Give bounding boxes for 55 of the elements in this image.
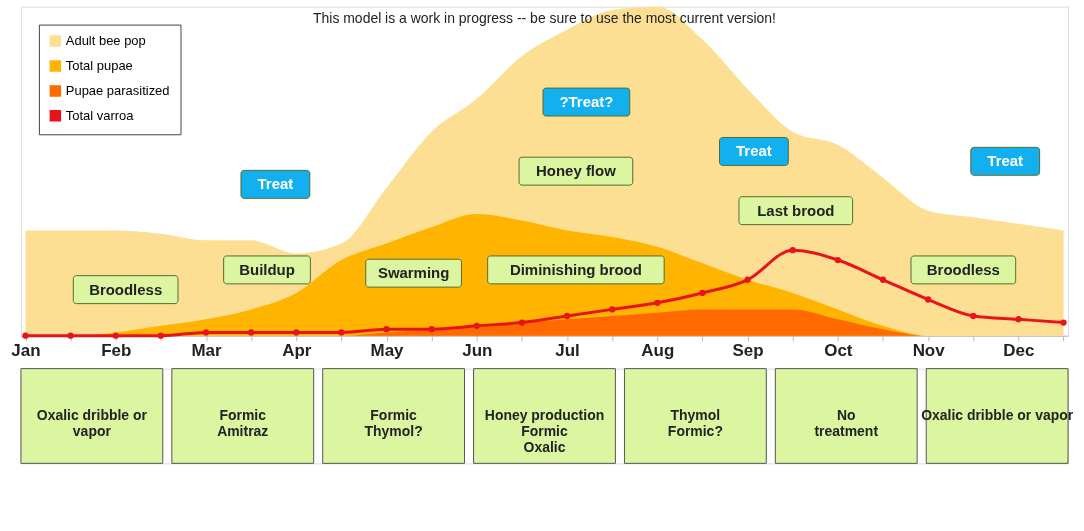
x-tick-label: Jan: [11, 341, 41, 361]
x-tick-label: Jun: [462, 341, 493, 361]
x-tick-label: Sep: [732, 341, 764, 361]
point: [338, 329, 345, 336]
point: [383, 325, 390, 333]
point: [879, 276, 887, 283]
annotation: Diminishing brood: [509, 260, 642, 278]
point: [518, 319, 526, 326]
annotation: Treat: [987, 152, 1024, 170]
point: [924, 296, 932, 303]
point: [293, 329, 300, 336]
point: [834, 256, 842, 264]
point: [699, 289, 706, 297]
legend-label: Adult bee pop: [65, 33, 146, 49]
point: [1015, 316, 1022, 323]
annotation: This model is a work in progress -- be sure to use the most current version!: [313, 9, 776, 26]
legend-label: Total varroa: [65, 107, 135, 123]
text: Formic Thymol?: [364, 406, 423, 439]
text: Oxalic dribble or vapor: [36, 406, 148, 439]
x-tick-label: Aug: [641, 341, 675, 361]
point: [609, 306, 616, 313]
annotation: Treat: [736, 142, 772, 160]
point: [428, 325, 435, 333]
text: Oxalic dribble or vapor: [921, 406, 1074, 423]
x-tick-label: Feb: [101, 341, 132, 361]
legend-label: Total pupae: [65, 57, 133, 73]
point: [247, 329, 255, 336]
x-tick-label: Dec: [1003, 341, 1035, 361]
annotation: Broodless: [926, 260, 1000, 278]
x-tick-label: Apr: [282, 341, 312, 361]
annotation: Broodless: [89, 280, 163, 298]
x-tick-label: Oct: [824, 341, 853, 361]
point: [744, 276, 751, 283]
x-tick-label: Jul: [555, 341, 580, 361]
annotation: Honey flow: [536, 162, 617, 180]
text: Formic Amitraz: [217, 406, 269, 439]
annotation: Buildup: [239, 260, 295, 278]
annotation: Swarming: [377, 264, 450, 282]
point: [654, 299, 661, 306]
point: [970, 312, 977, 320]
text: No treatment: [814, 406, 879, 439]
x-tick-label: May: [370, 341, 405, 361]
point: [789, 247, 796, 254]
point: [202, 329, 210, 336]
legend-label: Pupae parasitized: [65, 82, 170, 98]
point: [1060, 319, 1067, 326]
text: Honey production Formic Oxalic: [484, 406, 605, 455]
text: Thymol Formic?: [667, 406, 723, 439]
annotation: ?Treat?: [559, 93, 614, 111]
point: [563, 312, 571, 320]
annotation: Last brood: [757, 201, 835, 219]
point: [473, 322, 480, 329]
x-tick-label: Nov: [912, 341, 946, 361]
annotation: Treat: [257, 175, 294, 193]
x-tick-label: Mar: [191, 341, 222, 361]
